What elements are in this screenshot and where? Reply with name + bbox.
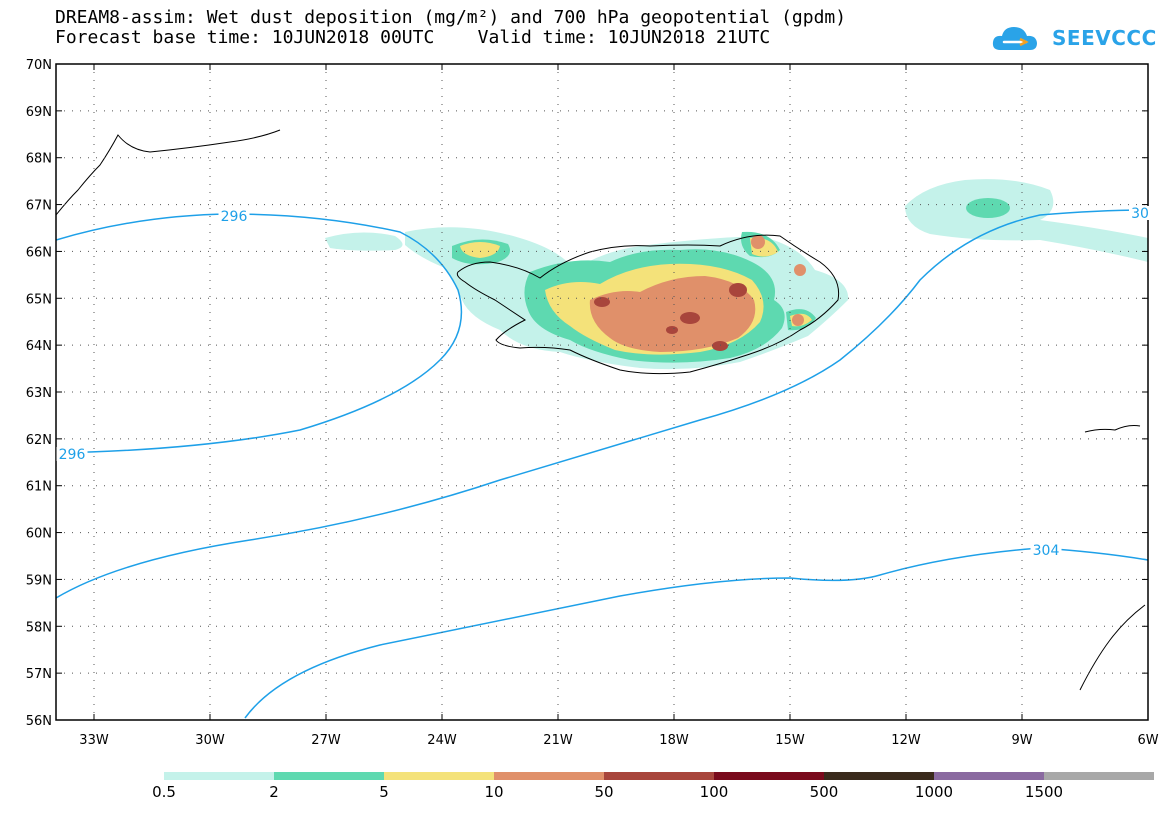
lat-label: 70N (26, 58, 52, 73)
lat-label: 60N (26, 527, 52, 542)
lon-label: 21W (543, 733, 573, 748)
lat-label: 59N (26, 573, 52, 588)
lat-label: 56N (26, 714, 52, 729)
lon-label: 27W (311, 733, 341, 748)
lat-label: 63N (26, 386, 52, 401)
latitude-labels: 70N 69N 68N 67N 66N 65N 64N 63N 62N 61N 60N 59N 58N 5… (26, 58, 52, 729)
colorbar-swatch (1044, 772, 1154, 780)
lat-label: 69N (26, 105, 52, 120)
colorbar-swatch (384, 772, 494, 780)
lat-label: 57N (26, 667, 52, 682)
lat-label: 67N (26, 199, 52, 214)
lat-label: 64N (26, 339, 52, 354)
dust-field (325, 179, 1148, 370)
lon-label: 9W (1011, 733, 1032, 748)
contour-label-bg (218, 209, 250, 223)
colorbar-label: 10 (484, 783, 504, 801)
longitude-labels: 33W 30W 27W 24W 21W 18W 15W 12W 9W 6W (79, 733, 1158, 748)
colorbar-swatch (164, 772, 274, 780)
contour-label: 296 (59, 447, 86, 463)
contour-label: 304 (1033, 543, 1060, 559)
colorbar-swatch (494, 772, 604, 780)
lat-label: 68N (26, 152, 52, 167)
colorbar-swatch (714, 772, 824, 780)
contour-label-bg (1030, 543, 1062, 557)
colorbar-swatch (824, 772, 934, 780)
graticule (56, 64, 1148, 720)
colorbar-swatch (604, 772, 714, 780)
colorbar-label: 100 (699, 783, 729, 801)
lat-label: 66N (26, 245, 52, 260)
cloud-logo-icon (992, 27, 1037, 50)
contour-labels: 296 296 30 304 (56, 206, 1151, 559)
lon-label: 18W (659, 733, 689, 748)
colorbar-swatch (934, 772, 1044, 780)
lat-label: 61N (26, 480, 52, 495)
colorbar (164, 772, 1154, 780)
lon-label: 12W (891, 733, 921, 748)
lat-label: 62N (26, 433, 52, 448)
colorbar-label: 1000 (914, 783, 954, 801)
lat-label: 58N (26, 620, 52, 635)
lon-label: 24W (427, 733, 457, 748)
colorbar-label: 0.5 (152, 783, 176, 801)
colorbar-label: 500 (809, 783, 839, 801)
axis-ticks (56, 63, 1149, 721)
colorbar-label: 1500 (1024, 783, 1064, 801)
colorbar-label: 2 (269, 783, 279, 801)
colorbar-swatch (274, 772, 384, 780)
logo-text: SEEVCCC (1052, 26, 1157, 50)
lon-label: 6W (1137, 733, 1158, 748)
colorbar-label: 5 (379, 783, 389, 801)
chart-title: DREAM8-assim: Wet dust deposition (mg/m²… (55, 7, 847, 28)
colorbar-label: 50 (594, 783, 614, 801)
contour-label-bg (1129, 206, 1151, 220)
contour-label: 296 (221, 209, 248, 225)
lon-label: 33W (79, 733, 109, 748)
lat-label: 65N (26, 292, 52, 307)
contour-label-bg (56, 447, 88, 461)
lon-label: 30W (195, 733, 225, 748)
chart-subtitle: Forecast base time: 10JUN2018 00UTC Vali… (55, 27, 771, 48)
lon-label: 15W (775, 733, 805, 748)
contour-label: 30 (1131, 206, 1149, 222)
